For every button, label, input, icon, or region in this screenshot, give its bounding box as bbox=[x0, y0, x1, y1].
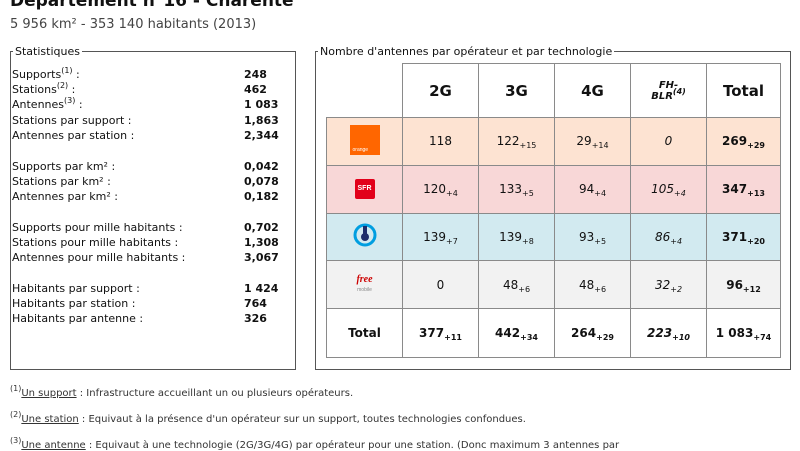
stats-panel: Statistiques bbox=[10, 45, 296, 370]
stat-label: Habitants par antenne : bbox=[12, 312, 144, 325]
sfr-logo: SFR bbox=[354, 179, 375, 200]
stat-label: Antennes par station : bbox=[12, 129, 135, 142]
stat-value: 1,308 bbox=[244, 236, 279, 249]
operator-row: orange 118 122+15 29+14 0 269+29 bbox=[326, 117, 781, 166]
cell-g4: 94+4 bbox=[554, 164, 631, 214]
stat-value: 0,078 bbox=[244, 175, 279, 188]
footnote-2-term[interactable]: Une station bbox=[21, 414, 79, 425]
cell-g2: 118 bbox=[402, 117, 479, 166]
cell-g4: 93+5 bbox=[554, 212, 631, 262]
cell-fh: 105+4 bbox=[630, 164, 707, 214]
stat-label: Stations par km² : bbox=[12, 175, 111, 188]
totals-row: Total 377+11 442+34 264+29 223+10 1 083+74 bbox=[326, 308, 781, 358]
stat-label: Habitants par station : bbox=[12, 297, 136, 310]
stats-legend: Statistiques bbox=[15, 45, 80, 58]
cell-g3: 122+15 bbox=[478, 117, 555, 166]
cell-fh: 32+2 bbox=[630, 260, 707, 310]
cell-g4: 264+29 bbox=[554, 308, 631, 358]
cell-g3: 48+6 bbox=[478, 260, 555, 310]
stat-label: Antennes pour mille habitants : bbox=[12, 251, 186, 264]
cell-g2: 139+7 bbox=[402, 212, 479, 262]
operator-row: SFR 120+4 133+5 94+4 105+4 347+13 bbox=[326, 164, 781, 214]
footnote-2: (2)Une station : Equivaut à la présence … bbox=[10, 410, 526, 426]
antennas-panel: Nombre d'antennes par opérateur et par t… bbox=[315, 45, 791, 370]
cell-g2: 0 bbox=[402, 260, 479, 310]
stat-label: Supports par km² : bbox=[12, 160, 116, 173]
cell-g2: 120+4 bbox=[402, 164, 479, 214]
bouygues-logo bbox=[353, 223, 376, 247]
operator-row: 139+7 139+8 93+5 86+4 371+20 bbox=[326, 212, 781, 262]
header-fh-line1: FH- bbox=[658, 79, 679, 91]
footnote-1-term[interactable]: Un support bbox=[21, 388, 77, 399]
stat-label: Stations(2) : bbox=[12, 81, 76, 97]
operator-row: free mobile 0 48+6 48+6 32+2 96+12 bbox=[326, 260, 781, 310]
cell-total: 96+12 bbox=[706, 260, 781, 310]
cell-fh: 223+10 bbox=[630, 308, 707, 358]
stat-label: Habitants par support : bbox=[12, 282, 140, 295]
header-fh-blr: FH- BLR(4) bbox=[630, 62, 707, 119]
stat-label: Stations pour mille habitants : bbox=[12, 236, 179, 249]
stat-value: 2,344 bbox=[244, 129, 279, 142]
stat-label: Antennes par km² : bbox=[12, 190, 118, 203]
cell-g4: 29+14 bbox=[554, 117, 631, 166]
stat-value: 462 bbox=[244, 83, 267, 96]
stat-label: Antennes(3) : bbox=[12, 96, 83, 112]
cell-total: 347+13 bbox=[706, 164, 781, 214]
orange-logo: orange bbox=[349, 124, 380, 155]
footnote-3: (3)Une antenne : Equivaut à une technolo… bbox=[10, 436, 620, 451]
free-logo: free mobile bbox=[356, 273, 373, 293]
page-title: Département n°16 - Charente bbox=[10, 0, 294, 11]
stat-value: 0,182 bbox=[244, 190, 279, 203]
header-total: Total bbox=[706, 62, 781, 119]
stat-value: 0,042 bbox=[244, 160, 279, 173]
cell-fh: 86+4 bbox=[630, 212, 707, 262]
operator-logo-cell bbox=[326, 212, 403, 262]
cell-total: 371+20 bbox=[706, 212, 781, 262]
stat-value: 326 bbox=[244, 312, 267, 325]
cell-g3: 442+34 bbox=[478, 308, 555, 358]
cell-g2: 377+11 bbox=[402, 308, 479, 358]
header-2g: 2G bbox=[402, 62, 479, 119]
cell-g4: 48+6 bbox=[554, 260, 631, 310]
table-header-row: 2G 3G 4G FH- BLR(4) Total bbox=[326, 62, 781, 119]
antennas-table: 2G 3G 4G FH- BLR(4) Total orange 118 122+1… bbox=[326, 62, 781, 358]
header-blank-cell bbox=[326, 63, 403, 118]
header-fh-sup: (4) bbox=[672, 86, 686, 96]
header-4g: 4G bbox=[554, 62, 631, 119]
cell-g3: 139+8 bbox=[478, 212, 555, 262]
header-3g: 3G bbox=[478, 62, 555, 119]
antennas-legend: Nombre d'antennes par opérateur et par t… bbox=[320, 45, 613, 58]
stat-value: 248 bbox=[244, 68, 267, 81]
stat-value: 1,863 bbox=[244, 114, 279, 127]
header-fh-line2: BLR bbox=[651, 90, 673, 102]
stat-value: 3,067 bbox=[244, 251, 279, 264]
page-subtitle: 5 956 km² - 353 140 habitants (2013) bbox=[10, 17, 257, 32]
operator-logo-cell: orange bbox=[326, 117, 403, 166]
stat-value: 1 083 bbox=[244, 98, 279, 111]
cell-total: 1 083+74 bbox=[706, 308, 781, 358]
stat-label: Stations par support : bbox=[12, 114, 132, 127]
totals-label: Total bbox=[326, 308, 403, 358]
footnote-1: (1)Un support : Infrastructure accueilla… bbox=[10, 384, 354, 400]
operator-logo-cell: SFR bbox=[326, 164, 403, 214]
stat-value: 764 bbox=[244, 297, 267, 310]
stat-value: 1 424 bbox=[244, 282, 279, 295]
cell-g3: 133+5 bbox=[478, 164, 555, 214]
stat-value: 0,702 bbox=[244, 221, 279, 234]
operator-logo-cell: free mobile bbox=[326, 260, 403, 310]
stat-label: Supports(1) : bbox=[12, 66, 80, 82]
footnote-3-term[interactable]: Une antenne bbox=[21, 440, 86, 451]
cell-total: 269+29 bbox=[706, 117, 781, 166]
cell-fh: 0 bbox=[630, 117, 707, 166]
stat-label: Supports pour mille habitants : bbox=[12, 221, 183, 234]
